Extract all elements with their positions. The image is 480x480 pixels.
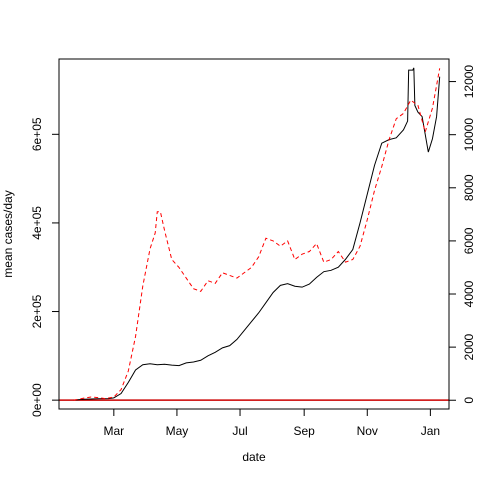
- y-right-tick-label: 12000: [462, 65, 476, 99]
- x-tick-label: Mar: [103, 424, 124, 438]
- x-tick-label: Jan: [421, 424, 440, 438]
- y-right-tick-label: 10000: [462, 118, 476, 152]
- x-tick-label: Sep: [293, 424, 315, 438]
- x-tick-label: May: [166, 424, 189, 438]
- y-right-tick-label: 4000: [462, 280, 476, 307]
- y-left-tick-label: 2e+05: [30, 294, 44, 328]
- y-right-tick-label: 2000: [462, 333, 476, 360]
- y-axis-label: mean cases/day: [1, 190, 15, 277]
- y-right-tick-label: 6000: [462, 227, 476, 254]
- y-axis-left: 0e+00 2e+05 4e+05 6e+05: [30, 117, 60, 417]
- x-tick-label: Nov: [357, 424, 378, 438]
- y-right-tick-label: 0: [462, 397, 476, 404]
- y-left-tick-label: 0e+00: [30, 383, 44, 417]
- x-axis-label: date: [242, 450, 266, 464]
- x-axis: Mar May Jul Sep Nov Jan: [103, 408, 440, 438]
- y-right-tick-label: 8000: [462, 174, 476, 201]
- y-left-tick-label: 4e+05: [30, 206, 44, 240]
- x-tick-label: Jul: [232, 424, 247, 438]
- plot-frame: [58, 58, 450, 410]
- series-line-1: [73, 67, 441, 401]
- plot-lines: [59, 67, 449, 401]
- series-line-2: [73, 68, 441, 401]
- y-left-tick-label: 6e+05: [30, 117, 44, 151]
- y-axis-right: 0 2000 4000 6000 8000 10000 12000: [448, 65, 476, 404]
